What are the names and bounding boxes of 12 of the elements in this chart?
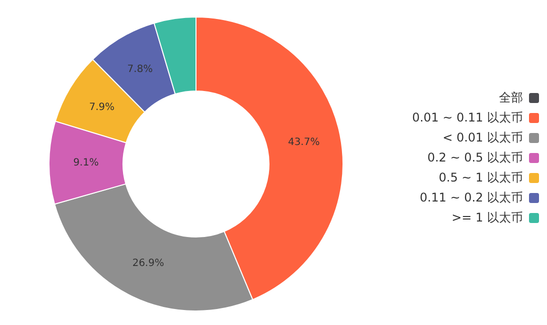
data-label: 43.7% <box>288 137 320 148</box>
data-label: 7.8% <box>127 64 153 76</box>
legend-label: 0.5 ~ 1 以太币 <box>438 170 523 184</box>
data-label: 7.9% <box>89 102 115 113</box>
data-label: 9.1% <box>73 158 99 169</box>
legend-label: < 0.01 以太币 <box>442 130 523 144</box>
legend-label: 0.2 ~ 0.5 以太币 <box>427 150 523 164</box>
legend-label: >= 1 以太币 <box>452 210 523 224</box>
legend-label: 全部 <box>499 90 523 104</box>
legend-label: 0.11 ~ 0.2 以太币 <box>420 190 523 204</box>
legend-label: 0.01 ~ 0.11 以太币 <box>412 110 523 124</box>
data-label: 26.9% <box>132 258 164 269</box>
